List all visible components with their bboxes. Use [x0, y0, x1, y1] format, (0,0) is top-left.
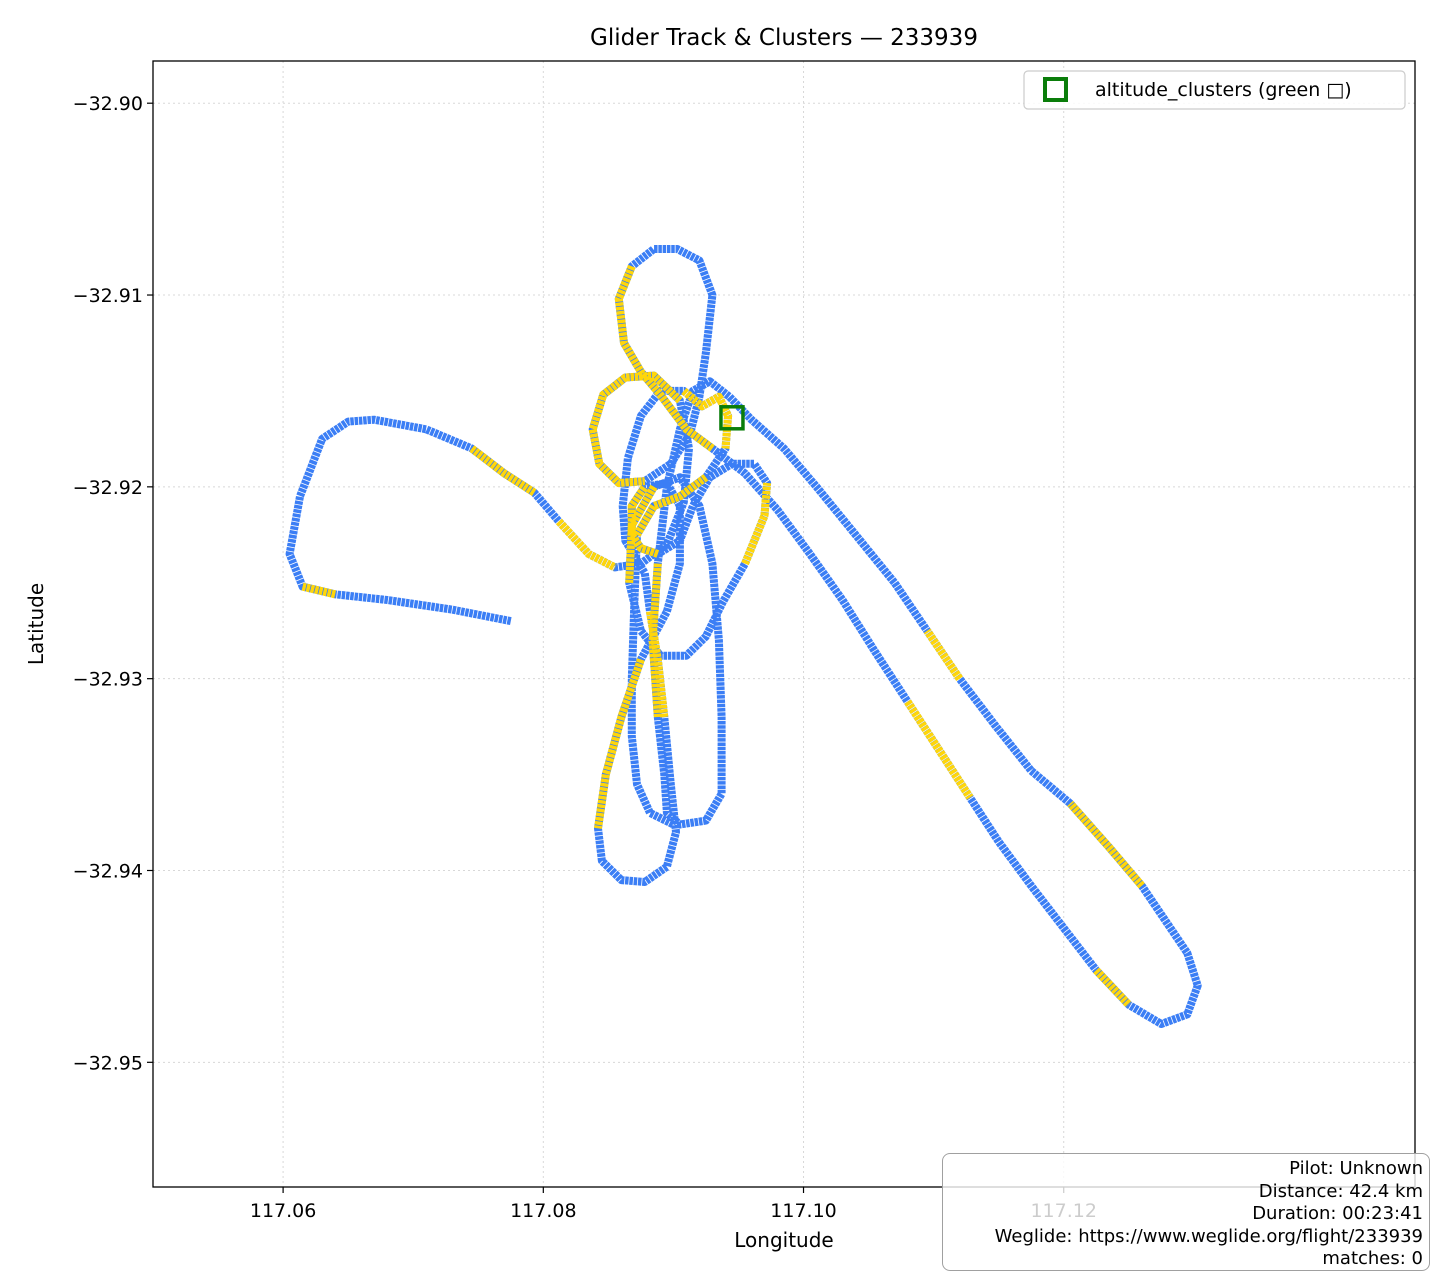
track-highlight-segment: [1093, 967, 1132, 1008]
y-tick-label: −32.92: [73, 477, 143, 499]
x-tick-label: 117.08: [510, 1200, 576, 1222]
x-axis-label: Longitude: [734, 1228, 833, 1252]
legend-label: altitude_clusters (green □): [1095, 79, 1352, 101]
flight-info-box: Pilot: Unknown Distance: 42.4 km Duratio…: [942, 1153, 1430, 1271]
legend-marker: [1043, 77, 1068, 102]
plot-frame: [152, 60, 1416, 1188]
x-tick-label: 117.10: [770, 1200, 836, 1222]
track-highlight-segment: [681, 387, 733, 449]
track-highlight-segment: [646, 610, 669, 718]
y-tick-label: −32.91: [73, 285, 143, 307]
track-line: [285, 245, 1202, 1028]
altitude-clusters: [719, 405, 745, 431]
track-highlight-segment: [904, 699, 974, 800]
track-highlight-segment: [555, 518, 617, 571]
y-tick-label: −32.94: [73, 860, 143, 882]
track-highlight-segment: [469, 445, 537, 496]
track-highlight-segment: [923, 628, 963, 681]
legend: altitude_clusters (green □): [1023, 70, 1406, 110]
y-tick-label: −32.95: [73, 1052, 143, 1074]
track-highlight-segment: [614, 264, 715, 452]
y-tick-label: −32.93: [73, 669, 143, 691]
track-highlight-segment: [741, 482, 772, 566]
cluster-marker: [719, 405, 745, 431]
track-highlight-segment: [301, 582, 337, 599]
y-tick-label: −32.90: [73, 93, 143, 115]
chart-title: Glider Track & Clusters — 233939: [590, 25, 978, 51]
y-axis-ticks: −32.90 −32.91 −32.92 −32.93 −32.94 −32.95: [73, 93, 153, 1074]
matches-text: matches: 0: [1322, 1248, 1423, 1269]
grid: [153, 61, 1415, 1187]
track-highlight-segment: [648, 563, 662, 718]
legend-box: [1023, 70, 1406, 110]
distance-text: Distance: 42.4 km: [1258, 1180, 1423, 1202]
weglide-link[interactable]: Weglide: https://www.weglide.org/flight/…: [994, 1225, 1423, 1247]
track-highlight-segment: [588, 371, 683, 487]
y-axis-label: Latitude: [24, 583, 48, 665]
x-tick-label: 117.06: [250, 1200, 316, 1222]
track-highlight-segment: [633, 474, 709, 537]
track-highlight-segment: [627, 484, 660, 558]
duration-text: Duration: 00:23:41: [1252, 1203, 1423, 1224]
pilot-text: Pilot: Unknown: [1289, 1158, 1423, 1179]
glider-track: [285, 245, 1202, 1028]
track-highlight-segment: [594, 658, 645, 829]
track-highlight-segment: [1067, 800, 1145, 889]
